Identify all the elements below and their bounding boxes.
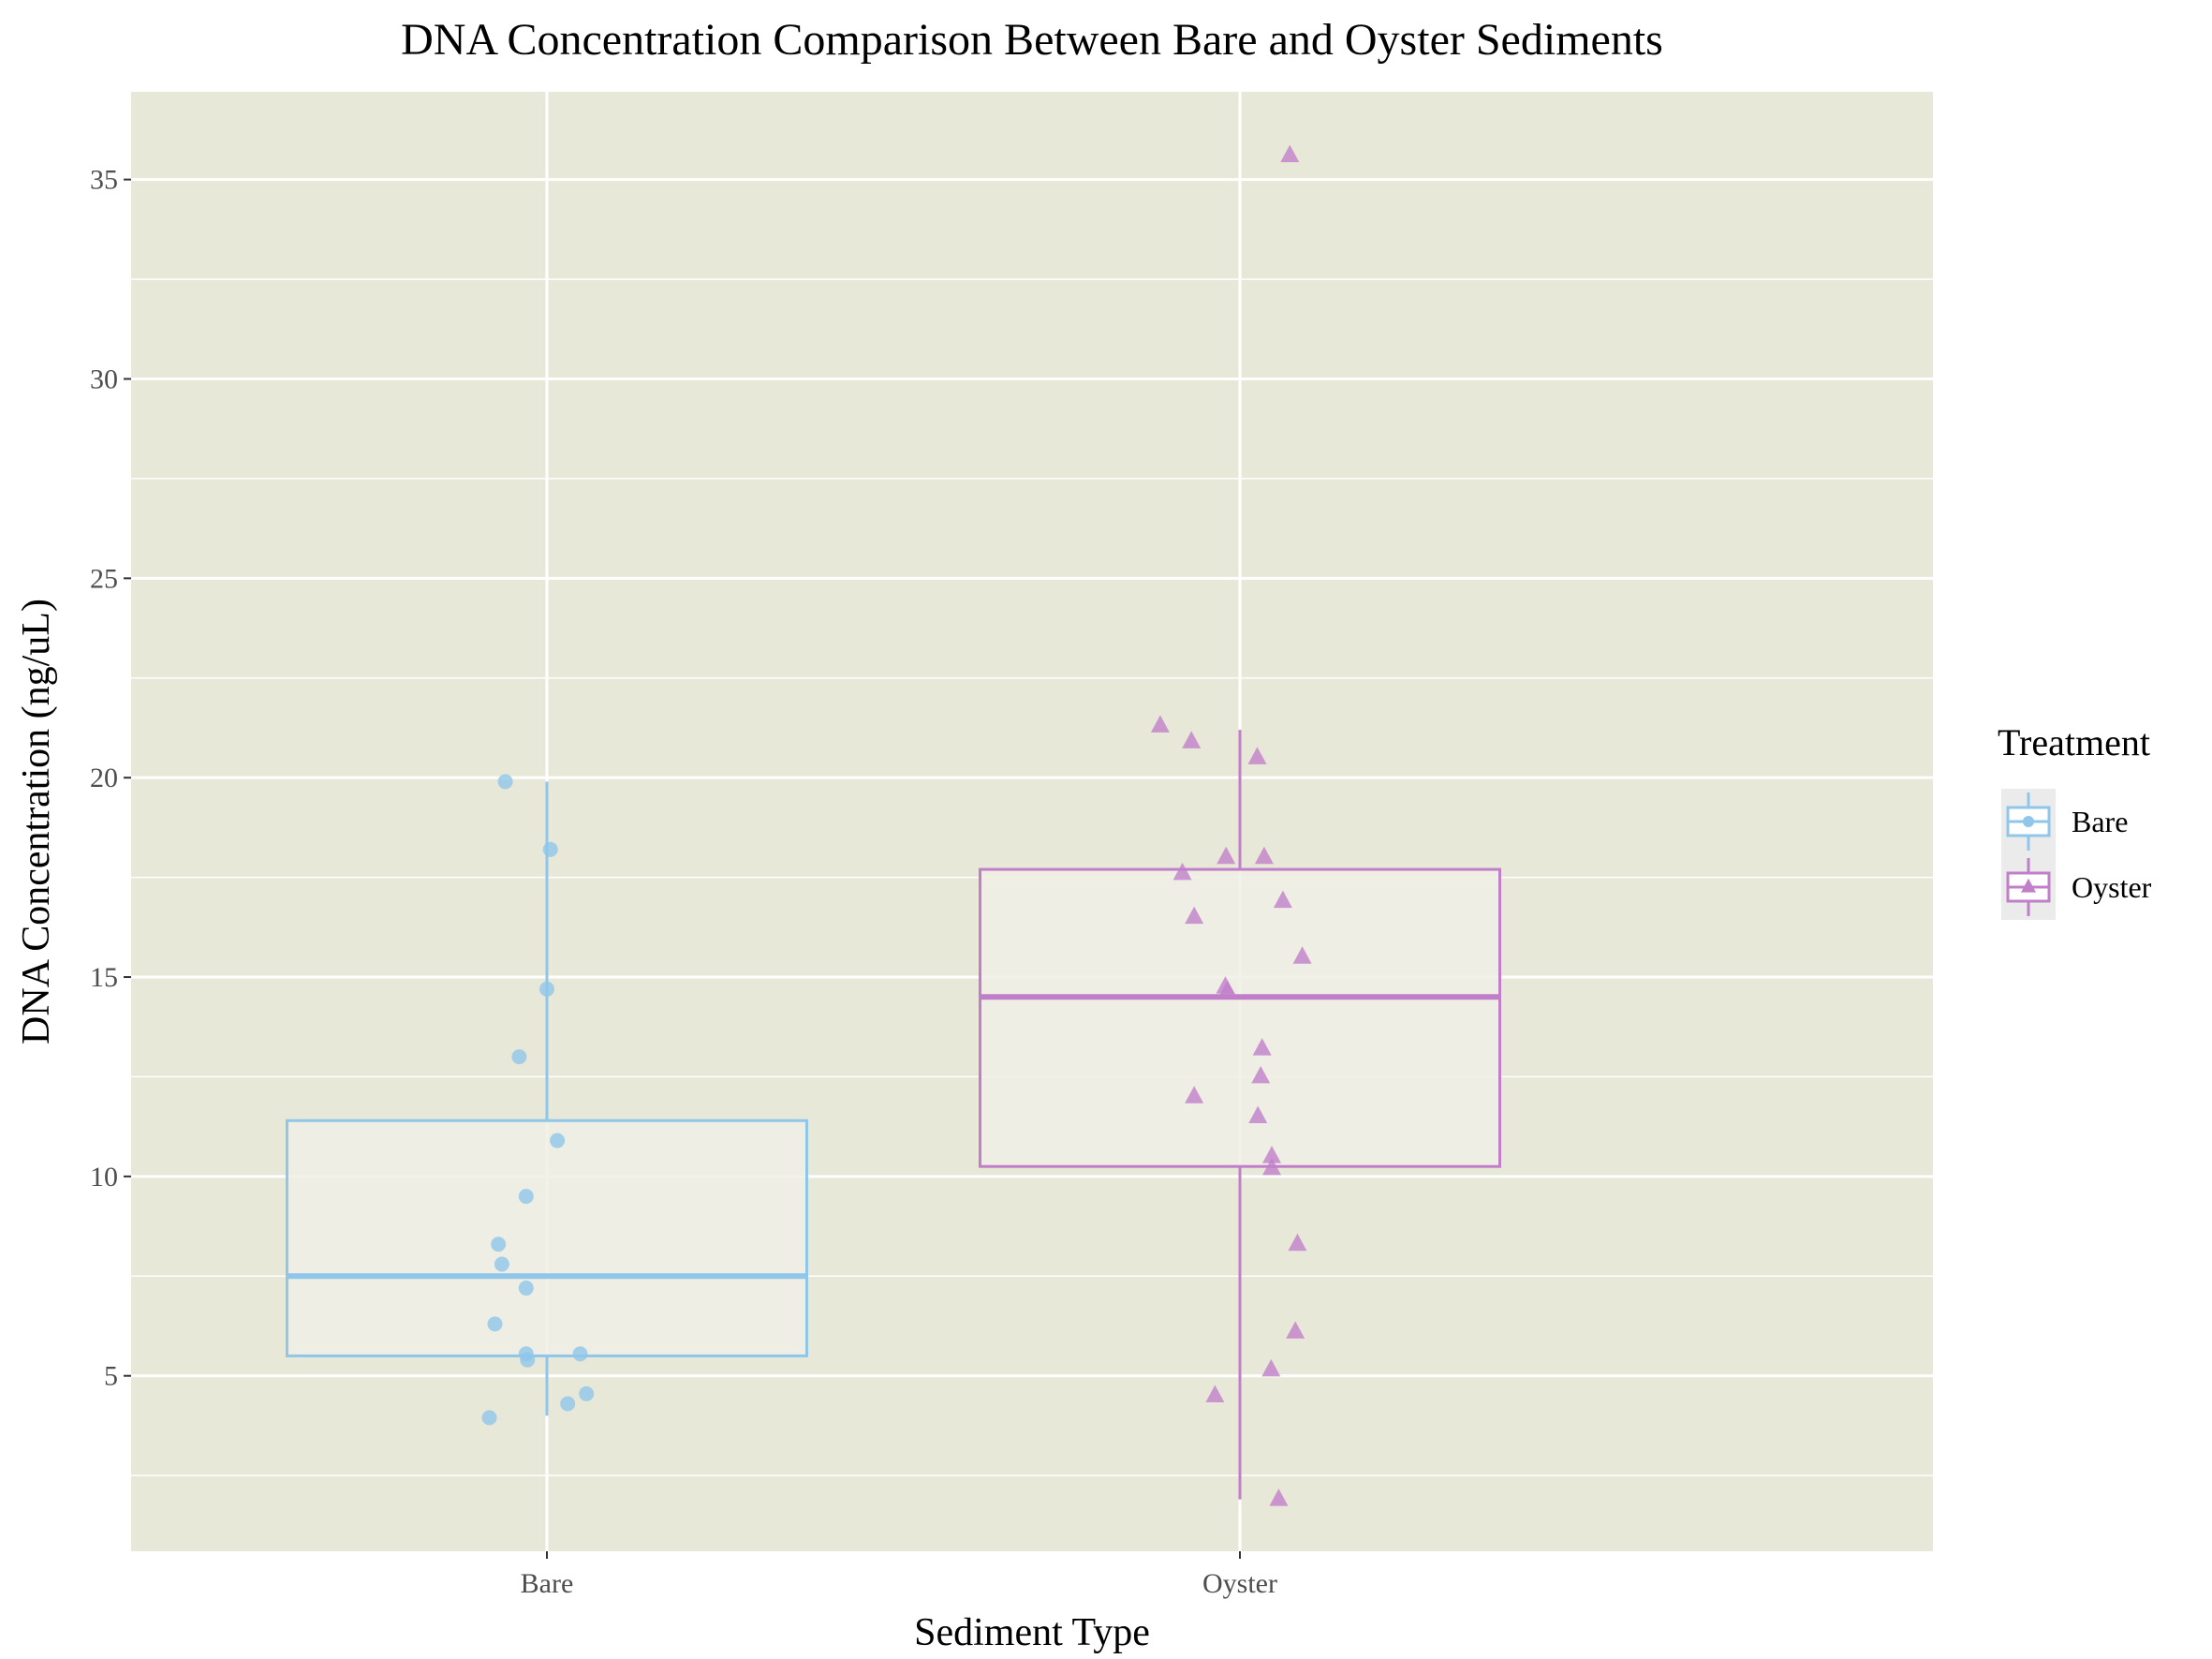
bare-point	[518, 1189, 534, 1205]
legend-title: Treatment	[1998, 721, 2150, 763]
bare-point	[572, 1346, 588, 1362]
legend-label-bare: Bare	[2072, 805, 2128, 838]
y-tick-label: 5	[104, 1361, 118, 1392]
bare-box	[286, 1118, 808, 1357]
y-axis-title: DNA Concentration (ng/uL)	[15, 599, 58, 1044]
bare-point	[539, 981, 554, 997]
oyster-point	[1217, 980, 1237, 998]
y-axis: 5 10 15 20 25 30 35	[90, 165, 131, 1392]
oyster-point	[1182, 731, 1202, 748]
y-tick-label: 10	[90, 1162, 118, 1192]
bare-point	[497, 774, 513, 790]
oyster-point	[1254, 846, 1274, 865]
oyster-point	[1280, 144, 1300, 163]
bare-point	[511, 1049, 527, 1065]
y-tick-label: 35	[90, 165, 118, 196]
bare-point	[560, 1396, 576, 1412]
bare-point	[494, 1256, 509, 1272]
oyster-point	[1292, 946, 1312, 964]
bare-point	[518, 1281, 534, 1296]
oyster-point	[1252, 1038, 1272, 1056]
oyster-point	[1286, 1321, 1305, 1339]
x-axis-title: Sediment Type	[914, 1611, 1150, 1654]
legend: Treatment Bare Oyster	[1998, 721, 2152, 920]
oyster-point	[1172, 862, 1192, 881]
oyster-point	[1217, 846, 1236, 865]
oyster-point	[1262, 1157, 1282, 1176]
legend-key-marker-oyster	[2021, 878, 2036, 893]
oyster-box	[979, 867, 1501, 1168]
bare-point	[550, 1133, 566, 1148]
chart-title: DNA Concentration Comparison Between Bar…	[401, 15, 1663, 65]
bare-point	[542, 841, 558, 857]
oyster-point	[1247, 747, 1267, 764]
boxplots	[286, 730, 1501, 1500]
y-tick-label: 30	[90, 363, 118, 394]
bare-point	[579, 1385, 595, 1401]
legend-key-marker-bare	[2023, 816, 2034, 827]
x-axis: Bare Oyster	[521, 1551, 1277, 1599]
y-tick-label: 20	[90, 763, 118, 793]
data-points	[481, 144, 1312, 1506]
y-tick-label: 25	[90, 563, 118, 594]
oyster-point	[1261, 1358, 1281, 1377]
oyster-point	[1248, 1105, 1268, 1124]
x-tick-label: Bare	[521, 1568, 574, 1599]
oyster-point	[1185, 906, 1204, 925]
oyster-point	[1273, 890, 1292, 909]
bare-point	[481, 1410, 497, 1426]
y-tick-label: 15	[90, 962, 118, 993]
oyster-point	[1288, 1233, 1307, 1252]
oyster-point	[1185, 1086, 1204, 1104]
oyster-point	[1251, 1065, 1271, 1084]
x-tick-label: Oyster	[1202, 1568, 1277, 1599]
oyster-point	[1150, 715, 1170, 733]
legend-label-oyster: Oyster	[2072, 870, 2152, 904]
oyster-point	[1205, 1385, 1225, 1402]
bare-point	[487, 1316, 503, 1332]
oyster-point	[1262, 1146, 1282, 1163]
bare-point	[491, 1237, 507, 1252]
oyster-point	[1269, 1489, 1289, 1506]
bare-point	[520, 1352, 536, 1368]
